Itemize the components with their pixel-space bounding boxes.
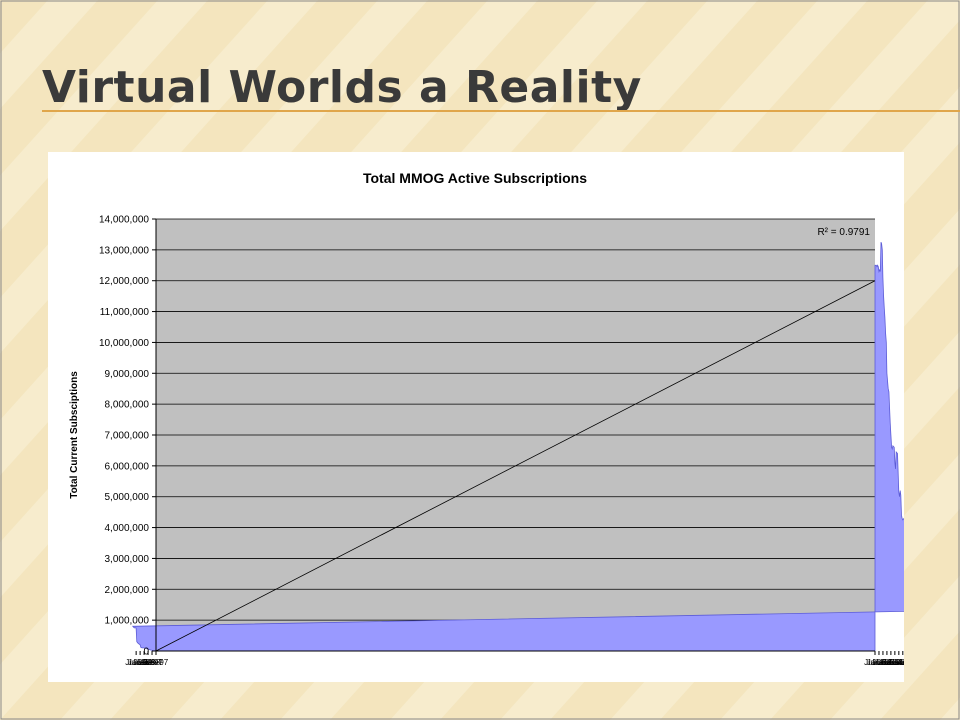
x-tick-label: Jul-06 — [864, 658, 886, 667]
subscriptions-area — [131, 241, 904, 652]
y-tick-label: 7,000,000 — [105, 431, 150, 442]
y-tick-label: 10,000,000 — [99, 338, 149, 349]
y-tick-label: 1,000,000 — [105, 616, 150, 627]
x-tick-label: Jul-03 — [888, 658, 904, 667]
y-tick-label: 8,000,000 — [105, 400, 150, 411]
background-stripe — [880, 631, 960, 720]
y-tick-label: 14,000,000 — [99, 215, 149, 226]
x-tick-label: Jan-06 — [867, 658, 892, 667]
y-axis-ticks: 0 1,000,000 2,000,000 3,000,000 4,000,000 5,0… — [99, 215, 156, 658]
y-tick-label: 3,000,000 — [105, 554, 150, 565]
chart: Total MMOG Active Subscriptions 0 1,000,0… — [69, 170, 904, 667]
slide-title: Virtual Worlds a Reality — [42, 62, 642, 113]
x-tick-label: Jan-04 — [883, 658, 904, 667]
chart-panel: Total MMOG Active Subscriptions 0 1,000,0… — [48, 152, 904, 682]
chart-title: Total MMOG Active Subscriptions — [363, 170, 587, 186]
y-tick-label: 2,000,000 — [105, 585, 150, 596]
y-tick-label: 9,000,000 — [105, 369, 150, 380]
y-tick-label: 13,000,000 — [99, 245, 149, 256]
x-tick-label: Jan-99 — [128, 658, 153, 667]
trendline — [155, 280, 876, 652]
y-tick-label: 6,000,000 — [105, 461, 150, 472]
x-tick-label: Jul-05 — [872, 658, 894, 667]
x-tick-label: Jul-99 — [125, 658, 147, 667]
x-tick-label: Jan-02 — [899, 658, 904, 667]
y-tick-label: 5,000,000 — [105, 492, 150, 503]
title-underline — [42, 110, 960, 112]
x-tick-label: Jul-97 — [141, 658, 163, 667]
x-tick-label: Jan-03 — [891, 658, 904, 667]
x-tick-label: Jan-05 — [875, 658, 900, 667]
r-squared-label: R² = 0.9791 — [817, 227, 870, 238]
y-axis-label: Total Current Subsciptions — [69, 371, 80, 499]
background-stripe — [0, 0, 158, 176]
x-tick-label: Jan-97 — [144, 658, 169, 667]
y-tick-label: 4,000,000 — [105, 523, 150, 534]
y-tick-label: 12,000,000 — [99, 276, 149, 287]
background-stripe — [0, 0, 48, 54]
x-tick-label: Jul-04 — [880, 658, 902, 667]
x-tick-label: Jul-98 — [133, 658, 155, 667]
y-tick-label: 11,000,000 — [100, 307, 150, 318]
y-tick-label: 0 — [143, 647, 149, 658]
x-tick-label: Jan-98 — [136, 658, 161, 667]
x-tick-label: Jul-02 — [896, 658, 904, 667]
